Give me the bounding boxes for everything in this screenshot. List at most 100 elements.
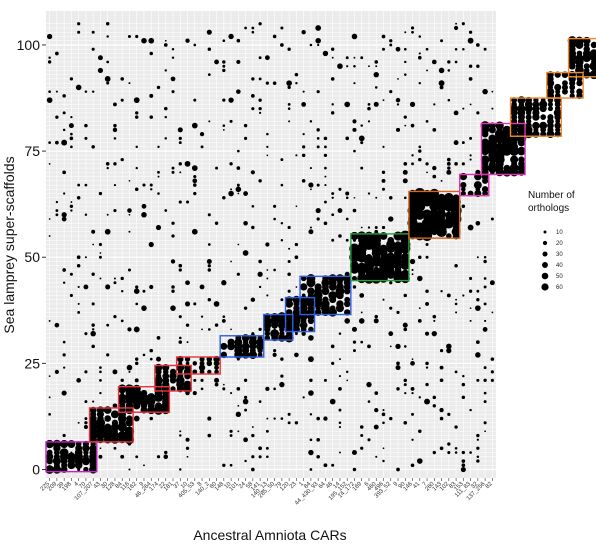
data-point xyxy=(280,26,284,30)
data-point xyxy=(382,99,385,102)
data-point xyxy=(141,305,147,311)
data-point xyxy=(207,213,211,217)
data-point xyxy=(315,25,322,31)
data-point xyxy=(142,353,146,357)
data-point xyxy=(126,364,133,371)
data-point xyxy=(518,156,525,163)
data-point xyxy=(331,238,335,242)
data-point xyxy=(48,218,51,220)
data-point xyxy=(229,162,233,166)
data-point xyxy=(425,361,429,366)
data-point xyxy=(345,238,349,242)
synteny-box xyxy=(299,275,352,316)
data-point xyxy=(143,464,145,467)
data-point xyxy=(539,100,548,109)
data-point xyxy=(59,448,69,457)
data-point xyxy=(403,345,407,348)
data-point xyxy=(440,179,443,182)
data-point xyxy=(67,452,76,462)
data-point xyxy=(61,139,68,146)
data-point xyxy=(243,437,248,443)
data-point xyxy=(62,170,67,175)
data-point xyxy=(237,243,240,246)
x-tick-label: 60 xyxy=(209,481,218,490)
data-point xyxy=(345,102,349,107)
legend-label: 50 xyxy=(556,274,563,280)
data-point xyxy=(46,97,53,103)
data-point xyxy=(106,213,109,216)
data-point xyxy=(120,98,124,102)
data-point xyxy=(310,188,312,191)
data-point xyxy=(432,395,437,400)
data-point xyxy=(461,450,466,455)
data-point xyxy=(300,275,307,282)
data-point xyxy=(483,256,487,259)
data-point xyxy=(135,455,138,458)
data-point xyxy=(336,283,344,291)
data-point xyxy=(455,22,458,25)
data-point xyxy=(433,103,436,106)
data-point xyxy=(184,364,191,371)
data-point xyxy=(164,69,168,72)
data-point xyxy=(63,366,66,369)
data-point xyxy=(91,302,95,306)
data-point xyxy=(140,389,148,397)
data-point xyxy=(331,56,334,59)
legend-title-line1: Number of xyxy=(528,190,575,201)
data-point xyxy=(426,69,429,72)
data-point xyxy=(113,277,116,280)
y-tick-label: 75 xyxy=(24,143,40,159)
data-point xyxy=(270,329,280,339)
data-point xyxy=(228,33,234,40)
data-point xyxy=(468,289,473,293)
data-point xyxy=(214,323,219,327)
data-point xyxy=(244,379,247,382)
data-point xyxy=(55,140,59,145)
data-point xyxy=(432,165,437,171)
data-point xyxy=(323,378,327,382)
data-point xyxy=(214,369,219,375)
data-point xyxy=(330,344,335,349)
data-point xyxy=(171,221,175,225)
data-point xyxy=(374,60,379,64)
data-point xyxy=(127,208,132,213)
data-point xyxy=(351,275,357,281)
data-point xyxy=(229,463,233,467)
data-point xyxy=(453,25,459,31)
data-point xyxy=(439,407,444,413)
data-point xyxy=(141,203,147,209)
data-point xyxy=(171,56,175,59)
data-point xyxy=(265,386,270,391)
data-point xyxy=(76,263,81,268)
data-point xyxy=(476,256,479,259)
data-point xyxy=(469,158,472,161)
legend-label: 40 xyxy=(556,263,563,269)
data-point xyxy=(404,73,407,76)
data-point xyxy=(113,208,117,213)
data-point xyxy=(307,287,315,295)
data-point xyxy=(446,343,452,350)
legend-circle xyxy=(542,240,548,246)
data-point xyxy=(360,124,363,127)
x-tick-label: 41 xyxy=(412,481,421,490)
data-point xyxy=(185,361,190,366)
data-point xyxy=(323,221,328,226)
data-point xyxy=(360,340,364,344)
y-tick-label: 50 xyxy=(24,249,40,265)
data-point xyxy=(302,145,306,149)
data-point xyxy=(476,64,480,68)
data-point xyxy=(105,284,111,290)
data-point xyxy=(447,412,451,416)
data-point xyxy=(185,38,190,43)
data-point xyxy=(178,200,182,204)
data-point xyxy=(192,361,198,366)
data-point xyxy=(75,444,83,452)
data-point xyxy=(215,221,218,225)
data-point xyxy=(192,369,198,375)
data-point xyxy=(207,297,212,302)
legend-circle xyxy=(541,283,549,291)
data-point xyxy=(55,209,59,212)
data-point xyxy=(179,171,182,174)
data-point xyxy=(280,43,284,47)
data-point xyxy=(461,463,466,468)
